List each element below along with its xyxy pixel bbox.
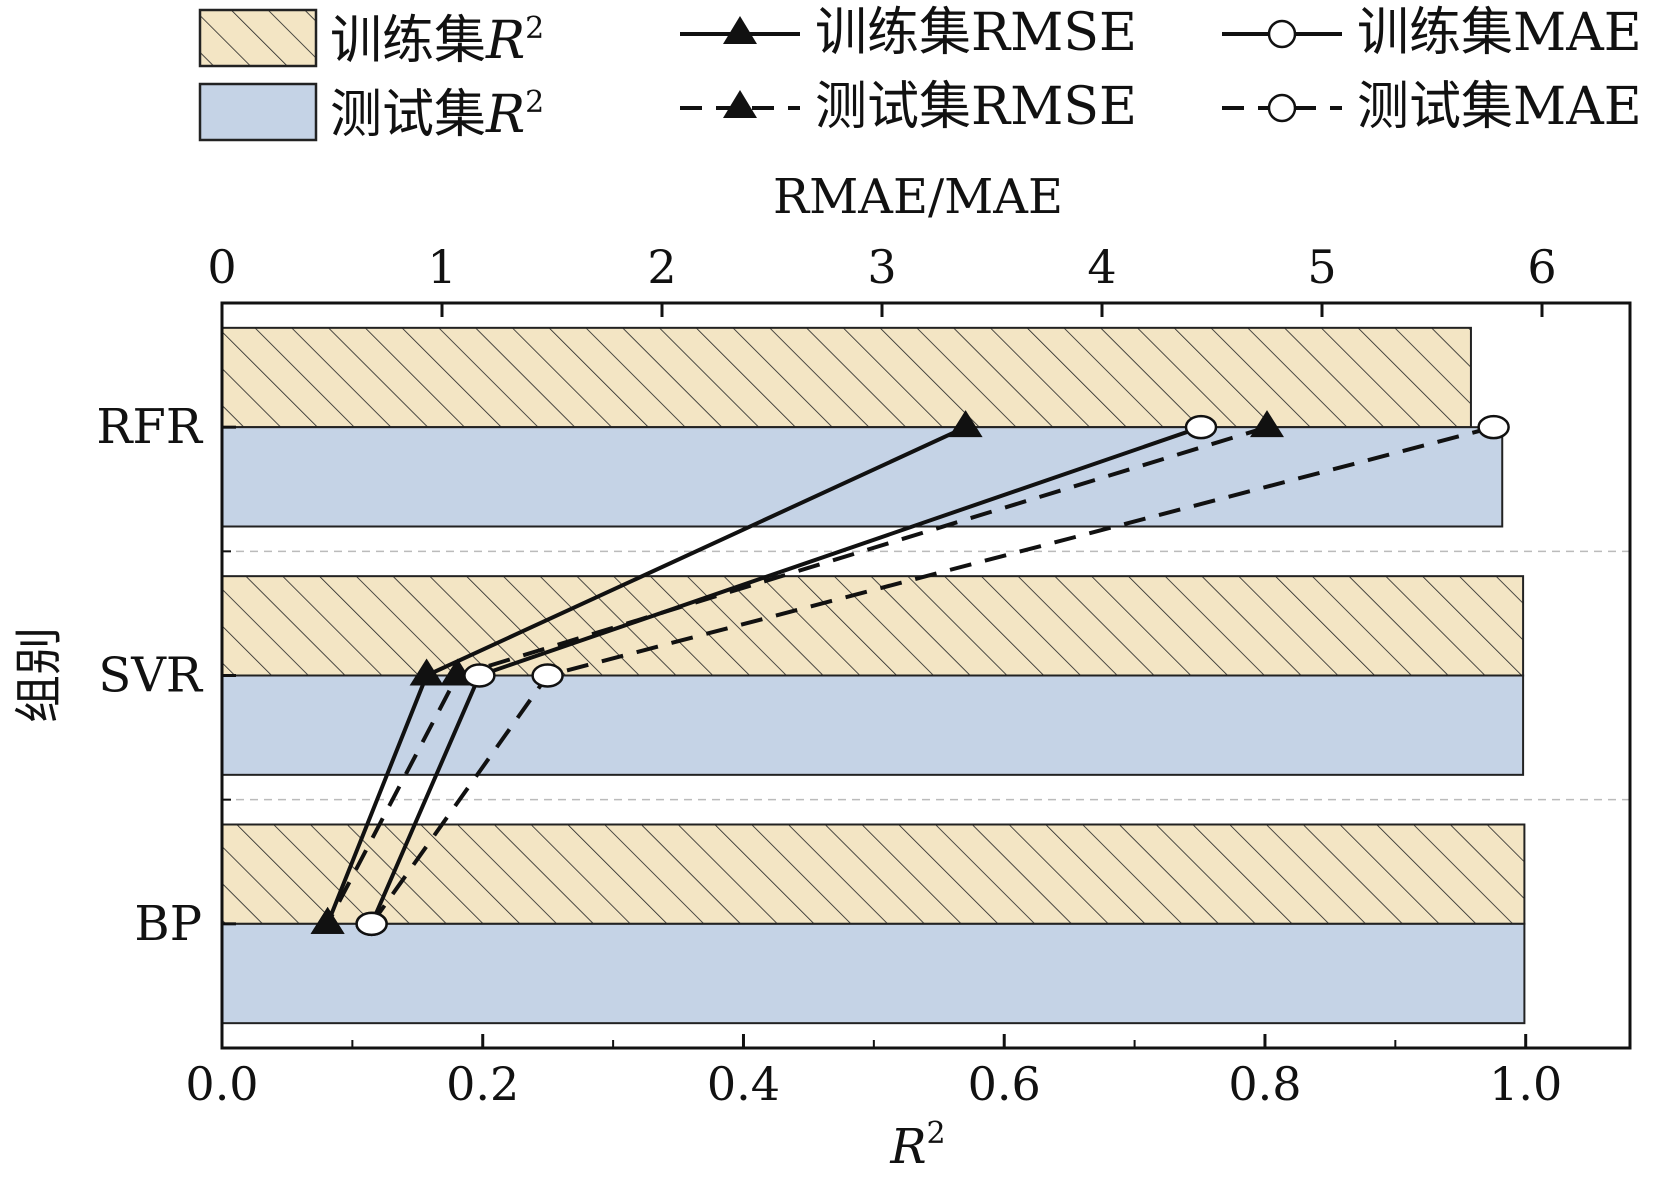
triangle-marker-icon	[723, 90, 757, 118]
marker-测试集MAE-SVR	[531, 663, 564, 688]
bar-train-svr	[221, 575, 1525, 677]
axis-ticks: 0.0 0.2 0.4 0.6 0.8 1.0 0 1 2 3 4 5 6 RFR SVR BP	[96, 240, 1562, 1111]
x-bottom-tick-label: 0.2	[446, 1057, 519, 1111]
metric-markers	[310, 410, 1510, 937]
group-separators	[222, 550, 1630, 801]
legend-label-test-rmse: 测试集RMSE	[815, 77, 1137, 137]
bar-train-rfr	[221, 326, 1472, 429]
bars	[221, 326, 1526, 1025]
x-top-tick-label: 2	[647, 240, 676, 294]
legend-label-train-r2: 训练集R2	[330, 11, 544, 71]
x-bottom-tick-label: 0.6	[968, 1057, 1041, 1111]
legend-label-test-mae: 测试集MAE	[1357, 77, 1642, 137]
triangle-marker-icon	[723, 16, 757, 44]
legend-item-train-mae: 训练集MAE	[1222, 3, 1642, 63]
marker-测试集MAE-BP	[355, 911, 388, 937]
marker-测试集RMSE-BP	[310, 906, 345, 934]
marker-训练集MAE-SVR	[463, 663, 496, 688]
legend-label-train-rmse: 训练集RMSE	[815, 3, 1137, 63]
y-tick-label-bp: BP	[134, 896, 202, 952]
circle-marker-icon	[1267, 19, 1297, 49]
legend-item-test-rmse: 测试集RMSE	[680, 77, 1137, 137]
x-bottom-tick-label: 0.4	[707, 1057, 780, 1111]
circle-marker-icon	[1267, 93, 1297, 123]
legend-item-test-r2: 测试集R2	[198, 82, 544, 145]
legend-swatch-train-r2	[198, 8, 318, 68]
marker-训练集MAE-RFR	[1184, 414, 1218, 440]
marker-测试集MAE-RFR	[1477, 414, 1510, 440]
x-top-tick-label: 3	[867, 240, 896, 294]
y-tick-label-rfr: RFR	[96, 399, 203, 455]
x-bottom-tick-label: 1.0	[1489, 1057, 1562, 1111]
x-top-tick-label: 6	[1527, 240, 1556, 294]
marker-训练集RMSE-SVR	[409, 658, 444, 686]
legend-label-test-r2: 测试集R2	[330, 85, 544, 145]
marker-训练集RMSE-RFR	[948, 410, 983, 438]
bar-test-svr	[221, 674, 1525, 776]
legend-item-test-mae: 测试集MAE	[1222, 77, 1642, 137]
x-top-tick-label: 5	[1307, 240, 1336, 294]
legend: 训练集R2 测试集R2 训练集RMSE 测试集RMSE 训练集MAE 测试集MA…	[198, 3, 1642, 145]
x-bottom-tick-label: 0.0	[185, 1057, 258, 1111]
legend-label-train-mae: 训练集MAE	[1357, 3, 1642, 63]
bar-test-bp	[221, 922, 1526, 1025]
bar-train-bp	[221, 823, 1526, 925]
bottom-axis-title: R2	[889, 1116, 945, 1175]
y-axis-title: 组别	[11, 627, 67, 723]
y-tick-label-svr: SVR	[98, 648, 204, 704]
legend-item-train-rmse: 训练集RMSE	[680, 3, 1137, 63]
top-axis-title: RMAE/MAE	[773, 169, 1063, 225]
x-top-tick-label: 1	[427, 240, 456, 294]
legend-item-train-r2: 训练集R2	[198, 8, 544, 71]
legend-swatch-test-r2	[198, 82, 318, 142]
marker-测试集RMSE-RFR	[1250, 410, 1284, 438]
x-bottom-tick-label: 0.8	[1228, 1057, 1301, 1111]
x-top-tick-label: 0	[207, 240, 236, 294]
x-top-tick-label: 4	[1087, 240, 1116, 294]
